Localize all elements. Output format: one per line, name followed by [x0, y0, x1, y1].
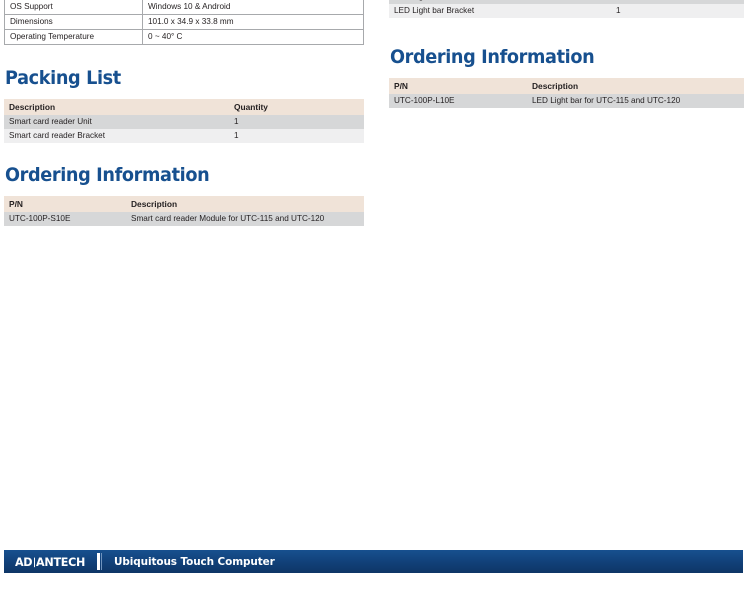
ordering-information-heading: Ordering Information	[5, 164, 210, 186]
spec-key: OS Support	[4, 0, 143, 15]
led-packing-list-table: LED Light bar Unit 1 LED Light bar Brack…	[389, 0, 744, 18]
spec-key: Dimensions	[4, 14, 143, 30]
spec-value: Windows 10 & Android	[142, 0, 364, 15]
cell-quantity: 1	[611, 0, 744, 4]
footer-divider	[97, 553, 100, 570]
ordering-information-table-block: P/N Description UTC-100P-S10E Smart card…	[4, 196, 364, 226]
cell-description: LED Light bar Unit	[389, 0, 611, 4]
logo-text-part1: AD	[14, 554, 33, 569]
table-row: OS Support Windows 10 & Android	[4, 0, 364, 15]
cell-description: Smart card reader Unit	[4, 115, 229, 129]
logo-text-part2: ANTECH	[36, 554, 86, 569]
ordering-information-heading: Ordering Information	[390, 46, 595, 68]
spec-value: 0 ~ 40° C	[142, 29, 364, 45]
packing-list-table-block: Description Quantity Smart card reader U…	[4, 99, 364, 143]
packing-list-table: Description Quantity Smart card reader U…	[4, 99, 364, 143]
table-header-row: P/N Description	[4, 196, 364, 212]
cell-pn: UTC-100P-S10E	[4, 212, 126, 226]
table-row: Smart card reader Unit 1	[4, 115, 364, 129]
advantech-logo: AD \ ANTECH	[5, 550, 94, 573]
footer-product-line-title: Ubiquitous Touch Computer	[114, 555, 275, 568]
spec-value: 101.0 x 34.9 x 33.8 mm	[142, 14, 364, 30]
ordering-information-table: P/N Description UTC-100P-S10E Smart card…	[4, 196, 364, 226]
spec-key: Operating Temperature	[4, 29, 143, 45]
packing-list-heading: Packing List	[5, 67, 121, 89]
column-header-description: Description	[4, 99, 229, 115]
column-header-quantity: Quantity	[229, 99, 364, 115]
cell-description: Smart card reader Bracket	[4, 129, 229, 143]
table-header-row: P/N Description	[389, 78, 744, 94]
column-header-pn: P/N	[389, 78, 527, 94]
specifications-table: OS Support Windows 10 & Android Dimensio…	[4, 0, 364, 45]
specifications-table-block: OS Support Windows 10 & Android Dimensio…	[4, 0, 364, 45]
table-row: LED Light bar Unit 1	[389, 0, 744, 4]
cell-description: Smart card reader Module for UTC-115 and…	[126, 212, 364, 226]
column-header-pn: P/N	[4, 196, 126, 212]
ordering-information-table: P/N Description UTC-100P-L10E LED Light …	[389, 78, 744, 108]
table-row: Operating Temperature 0 ~ 40° C	[4, 29, 364, 45]
table-row: UTC-100P-S10E Smart card reader Module f…	[4, 212, 364, 226]
table-row: Smart card reader Bracket 1	[4, 129, 364, 143]
page-footer: AD \ ANTECH Ubiquitous Touch Computer	[4, 550, 743, 573]
cell-pn: UTC-100P-L10E	[389, 94, 527, 108]
table-row: LED Light bar Bracket 1	[389, 4, 744, 18]
table-row: UTC-100P-L10E LED Light bar for UTC-115 …	[389, 94, 744, 108]
cell-quantity: 1	[229, 129, 364, 143]
cell-quantity: 1	[611, 4, 744, 18]
cell-description: LED Light bar for UTC-115 and UTC-120	[527, 94, 744, 108]
column-header-description: Description	[527, 78, 744, 94]
table-row: Dimensions 101.0 x 34.9 x 33.8 mm	[4, 14, 364, 30]
table-header-row: Description Quantity	[4, 99, 364, 115]
column-header-description: Description	[126, 196, 364, 212]
ordering-information-table-block: P/N Description UTC-100P-L10E LED Light …	[389, 78, 744, 108]
cell-description: LED Light bar Bracket	[389, 4, 611, 18]
cell-quantity: 1	[229, 115, 364, 129]
footer-divider-thin	[101, 553, 102, 570]
led-packing-list-table-block: LED Light bar Unit 1 LED Light bar Brack…	[389, 0, 744, 18]
